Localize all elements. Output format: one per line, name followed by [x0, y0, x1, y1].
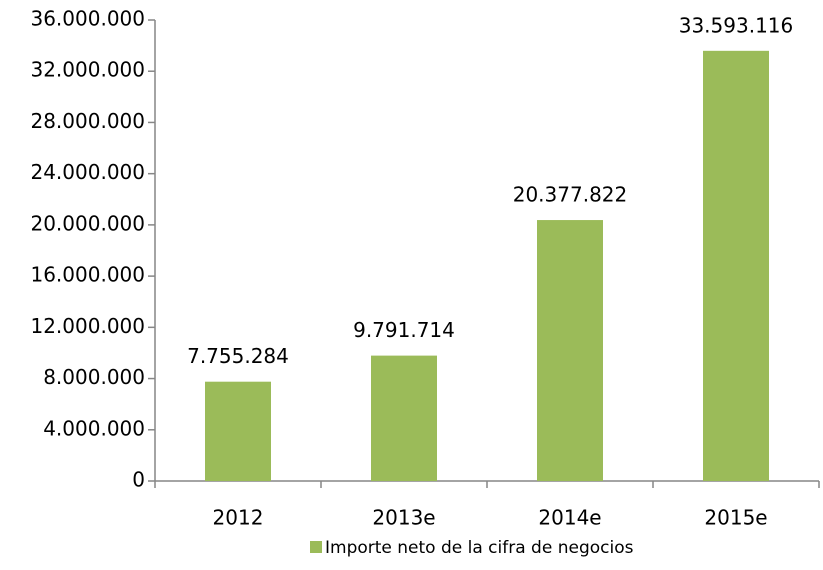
y-tick-label: 32.000.000	[30, 58, 145, 82]
y-tick-label: 8.000.000	[43, 365, 145, 389]
bar	[205, 381, 271, 481]
y-tick-label: 0	[132, 468, 145, 492]
x-tick-label: 2014e	[538, 506, 601, 530]
y-tick-label: 20.000.000	[30, 211, 145, 235]
y-tick-label: 28.000.000	[30, 109, 145, 133]
bar	[703, 50, 769, 482]
x-tick-label: 2013e	[372, 506, 435, 530]
legend-label: Importe neto de la cifra de negocios	[325, 538, 634, 558]
value-label: 33.593.116	[679, 13, 794, 37]
value-label: 9.791.714	[353, 318, 455, 342]
legend-swatch	[310, 541, 322, 553]
value-label: 20.377.822	[513, 183, 628, 207]
bar	[537, 220, 603, 482]
y-tick-label: 16.000.000	[30, 263, 145, 287]
x-tick-label: 2012	[213, 506, 264, 530]
y-tick-label: 12.000.000	[30, 314, 145, 338]
y-tick-label: 4.000.000	[43, 416, 145, 440]
bar	[371, 355, 437, 481]
x-tick-label: 2015e	[704, 506, 767, 530]
y-tick-label: 24.000.000	[30, 160, 145, 184]
value-label: 7.755.284	[187, 344, 289, 368]
y-tick-label: 36.000.000	[30, 7, 145, 31]
